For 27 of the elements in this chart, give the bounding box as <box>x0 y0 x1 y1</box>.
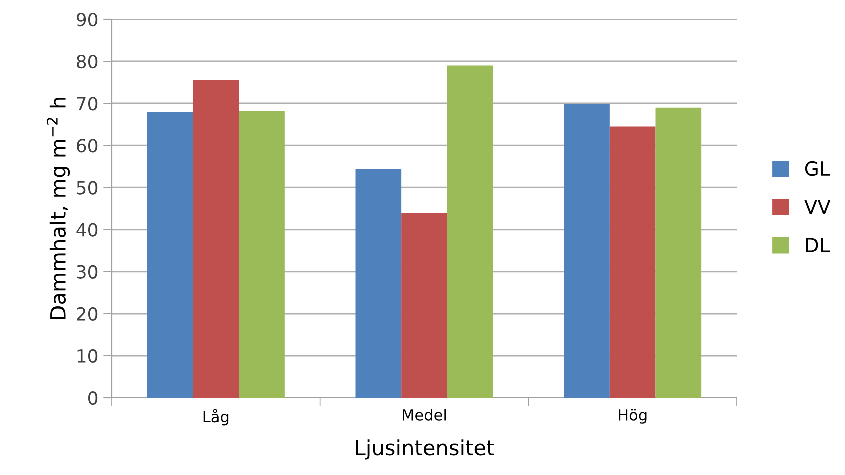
y-tick-label: 10 <box>78 349 98 364</box>
bar <box>656 108 702 398</box>
y-tick-label: 90 <box>76 12 98 27</box>
x-tick-label: Låg <box>204 409 229 426</box>
bar <box>564 104 610 398</box>
legend-label: DL <box>806 238 830 252</box>
x-axis-title: Ljusintensitet <box>356 440 494 460</box>
legend-label: VV <box>804 200 831 214</box>
y-tick-label: 80 <box>77 55 98 69</box>
x-tick-label: Medel <box>403 409 446 421</box>
bar <box>447 66 494 398</box>
y-tick-label: 50 <box>77 181 98 195</box>
y-axis-title: Dammhalt, mg m$^{−2}$ h <box>46 98 70 320</box>
y-tick-label: 70 <box>77 97 98 111</box>
y-tick-label: 30 <box>77 265 98 279</box>
legend-label: GL <box>805 161 830 176</box>
y-tick-label: 40 <box>76 223 98 237</box>
y-tick-label: 20 <box>77 307 98 322</box>
x-tick-label: Hög <box>619 409 647 424</box>
y-tick-label: 0 <box>88 391 98 406</box>
bar <box>239 111 285 398</box>
bar <box>610 126 656 398</box>
bar <box>356 169 402 398</box>
bar <box>193 80 240 398</box>
bar <box>402 213 448 398</box>
bar <box>147 112 194 398</box>
y-tick-label: 60 <box>77 139 98 153</box>
